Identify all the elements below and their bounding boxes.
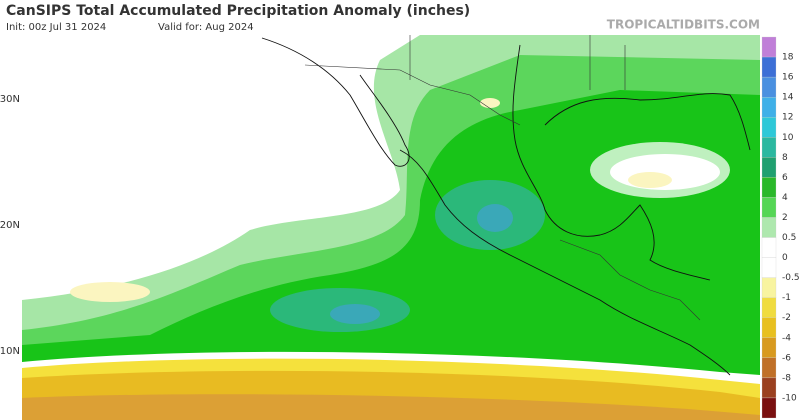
colorbar-label: 0.5 xyxy=(782,233,796,243)
colorbar-label: 14 xyxy=(782,93,794,103)
colorbar-segment xyxy=(761,397,777,419)
latitude-label: 30N xyxy=(0,94,20,105)
colorbar-label: 2 xyxy=(782,213,788,223)
colorbar-label: -6 xyxy=(782,353,791,363)
colorbar-label: 16 xyxy=(782,73,794,83)
colorbar-segment xyxy=(761,97,777,118)
colorbar-label: -4 xyxy=(782,333,791,343)
colorbar-label: -8 xyxy=(782,373,791,383)
colorbar-label: -0.5 xyxy=(782,273,800,283)
colorbar-label: 12 xyxy=(782,113,793,123)
colorbar-segment xyxy=(761,357,777,379)
colorbar-segment xyxy=(761,56,777,78)
colorbar-segment xyxy=(761,197,777,218)
valid-time: Valid for: Aug 2024 xyxy=(158,22,254,33)
latitude-label: 20N xyxy=(0,220,20,231)
colorbar-label: 4 xyxy=(782,193,788,203)
colorbar-label: 10 xyxy=(782,133,794,143)
colorbar-segment xyxy=(761,297,777,318)
colorbar-segment xyxy=(761,257,777,278)
colorbar-label: -1 xyxy=(782,293,791,303)
colorbar-label: 18 xyxy=(782,53,794,63)
colorbar: 18 16 14 12 10 8 6 4 2 0.5 0 -0.5 -1 -2 -4 -6 -8 -10 xyxy=(761,36,800,419)
init-time: Init: 00z Jul 31 2024 xyxy=(6,22,106,33)
colorbar-segment xyxy=(761,137,777,158)
colorbar-label: -2 xyxy=(782,313,791,323)
colorbar-segment xyxy=(761,76,777,98)
site-name: TROPICALTIDBITS.COM xyxy=(607,18,760,32)
colorbar-segment xyxy=(761,217,777,238)
colorbar-label: 8 xyxy=(782,153,788,163)
colorbar-label: -10 xyxy=(782,393,797,403)
colorbar-label: 0 xyxy=(782,253,788,263)
colorbar-segment xyxy=(761,337,777,358)
colorbar-segment xyxy=(761,237,777,258)
latitude-labels: 30N 20N 10N xyxy=(0,94,20,357)
colorbar-segment xyxy=(761,377,777,399)
colorbar-segment xyxy=(761,177,777,198)
map xyxy=(22,35,760,420)
colorbar-segment xyxy=(761,117,777,138)
colorbar-segment xyxy=(761,277,777,298)
title: CanSIPS Total Accumulated Precipitation … xyxy=(6,3,470,19)
colorbar-segment xyxy=(761,157,777,178)
latitude-label: 10N xyxy=(0,346,20,357)
colorbar-segment xyxy=(761,317,777,338)
colorbar-segment xyxy=(761,36,777,58)
colorbar-label: 6 xyxy=(782,173,788,183)
